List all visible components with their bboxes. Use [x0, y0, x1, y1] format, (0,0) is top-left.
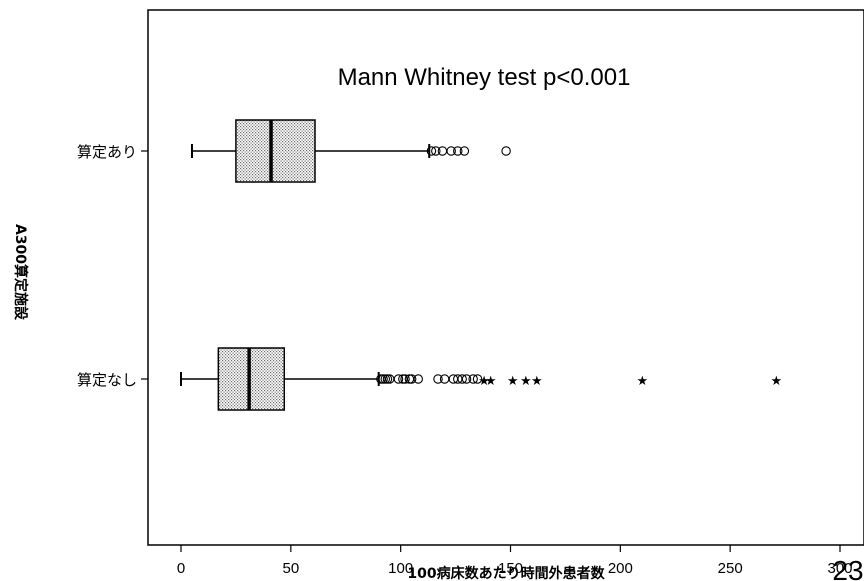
- category-label: 算定あり: [77, 143, 137, 161]
- x-tick-label: 50: [282, 560, 299, 577]
- extreme-point: ★: [531, 374, 543, 389]
- x-tick-label: 300: [827, 560, 852, 577]
- outlier-point: [459, 146, 470, 156]
- iqr-box: [217, 347, 285, 411]
- x-axis-title: 100病床数あたり時間外患者数: [407, 565, 605, 581]
- outlier-point: [426, 146, 437, 156]
- outlier-point: [468, 374, 478, 384]
- x-tick-label: 200: [608, 560, 633, 577]
- y-axis-title: A300算定施設: [12, 224, 29, 321]
- extreme-point: ★: [636, 374, 648, 389]
- x-tick-label: 100: [388, 560, 413, 577]
- x-tick-label: 250: [718, 560, 743, 577]
- category-label: 算定なし: [77, 371, 137, 389]
- outlier-point: [501, 146, 511, 156]
- outlier-point: [461, 374, 472, 384]
- plot-frame: [147, 9, 864, 546]
- annotation-test-result: Mann Whitney test p<0.001: [338, 64, 631, 91]
- extreme-point: ★: [507, 374, 519, 389]
- x-tick-label: 150: [498, 560, 523, 577]
- outlier-point: [433, 374, 443, 384]
- box-series: 算定なし ★★ ★ ★ ★ ★ ★: [77, 347, 782, 411]
- box-series: 算定あり: [77, 119, 511, 183]
- outlier-point: [413, 374, 423, 384]
- outlier-point: [406, 374, 417, 384]
- outlier-point: [472, 374, 483, 384]
- extreme-point: ★: [770, 374, 782, 389]
- outlier-point: [437, 146, 448, 156]
- extreme-point: ★: [485, 374, 497, 389]
- outlier-point: [400, 374, 410, 384]
- outlier-point: [457, 374, 467, 384]
- page-number: 23: [832, 555, 863, 581]
- iqr-box: [235, 119, 316, 183]
- extreme-point: ★: [478, 374, 490, 389]
- outlier-point: [453, 146, 463, 156]
- x-tick-label: 0: [177, 560, 185, 577]
- outlier-point: [439, 374, 450, 384]
- outlier-point: [393, 374, 404, 384]
- extreme-point: ★: [520, 374, 532, 389]
- outlier-point: [446, 146, 456, 156]
- outlier-point: [431, 146, 441, 156]
